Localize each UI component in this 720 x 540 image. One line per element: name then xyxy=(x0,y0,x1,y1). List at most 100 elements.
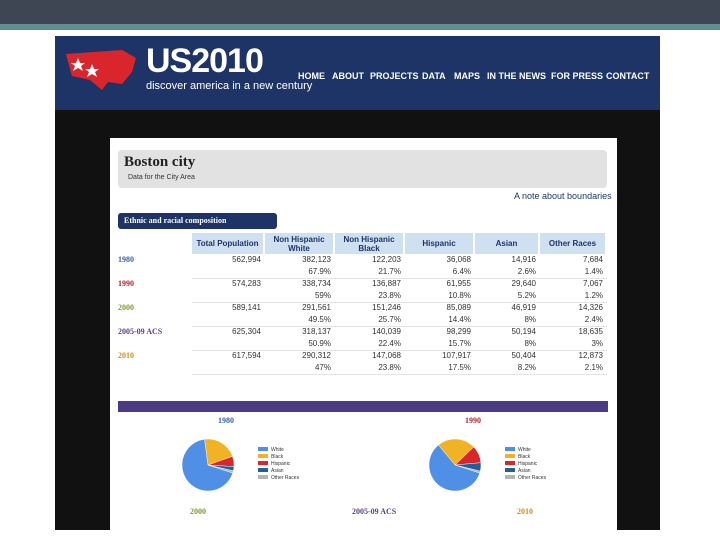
nav-item[interactable]: FOR PRESS xyxy=(551,71,604,81)
legend-swatch xyxy=(258,447,268,451)
legend-label: Hispanic xyxy=(271,461,291,467)
row-rule xyxy=(192,350,607,351)
legend-label: Black xyxy=(271,454,284,460)
column-header: Hispanic xyxy=(405,233,473,254)
page-title: Boston city xyxy=(124,154,196,170)
note-link[interactable]: A note about boundaries xyxy=(514,191,612,201)
percent: 6.4% xyxy=(452,267,471,276)
percent: 23.8% xyxy=(378,363,401,372)
pie-slice xyxy=(207,464,234,474)
page-subtitle: Data for the City Area xyxy=(128,174,195,181)
row-rule xyxy=(192,374,607,375)
nav-item[interactable]: IN THE NEWS xyxy=(487,71,547,81)
count: 140,039 xyxy=(372,327,401,336)
legend-swatch xyxy=(258,468,268,472)
nav-item[interactable]: PROJECTS xyxy=(370,71,419,81)
count: 291,561 xyxy=(302,303,331,312)
percent: 50.9% xyxy=(308,339,331,348)
pie-slice xyxy=(428,444,480,492)
percent: 3% xyxy=(591,339,603,348)
nav-item[interactable]: HOME xyxy=(298,71,325,81)
percent: 5.2% xyxy=(517,291,536,300)
count: 98,299 xyxy=(446,327,471,336)
row-label: 1980 xyxy=(118,255,134,264)
legend-swatch xyxy=(505,461,515,465)
count: 7,684 xyxy=(582,255,603,264)
site-header xyxy=(55,36,660,110)
percent: 22.4% xyxy=(378,339,401,348)
count: 151,246 xyxy=(372,303,401,312)
nav-item[interactable]: DATA xyxy=(422,71,446,81)
legend-label: Other Races xyxy=(271,475,300,481)
legend-swatch xyxy=(258,475,268,479)
column-header: Other Races xyxy=(540,233,605,254)
legend-label: White xyxy=(518,447,531,453)
count: 85,089 xyxy=(446,303,471,312)
legend-swatch xyxy=(258,454,268,458)
nav-item[interactable]: MAPS xyxy=(454,71,481,81)
legend-swatch xyxy=(505,454,515,458)
count: 14,916 xyxy=(511,255,536,264)
tagline: discover america in a new century xyxy=(146,80,313,92)
total-population: 617,594 xyxy=(232,351,261,360)
row-label: 2005-09 ACS xyxy=(118,327,163,336)
percent: 2.1% xyxy=(584,363,603,372)
percent: 15.7% xyxy=(448,339,471,348)
accent-stripe xyxy=(0,24,720,30)
percent: 10.8% xyxy=(448,291,471,300)
percent: 25.7% xyxy=(378,315,401,324)
percent: 23.8% xyxy=(378,291,401,300)
percent: 8.2% xyxy=(517,363,536,372)
percent: 2.6% xyxy=(517,267,536,276)
count: 136,887 xyxy=(372,279,401,288)
count: 338,734 xyxy=(302,279,331,288)
percent: 2.4% xyxy=(584,315,603,324)
percent: 67.9% xyxy=(308,267,331,276)
count: 382,123 xyxy=(302,255,331,264)
pie-title: 1980 xyxy=(218,416,234,425)
count: 318,137 xyxy=(302,327,331,336)
divider-band xyxy=(118,401,608,412)
section-label: Ethnic and racial composition xyxy=(118,213,277,229)
legend-label: Asian xyxy=(271,468,284,474)
nav-item[interactable]: ABOUT xyxy=(332,71,364,81)
percent: 21.7% xyxy=(378,267,401,276)
count: 46,919 xyxy=(511,303,536,312)
percent: 14.4% xyxy=(448,315,471,324)
count: 50,404 xyxy=(511,351,536,360)
count: 122,203 xyxy=(372,255,401,264)
percent: 49.5% xyxy=(308,315,331,324)
chart-title: 2010 xyxy=(517,507,533,516)
row-rule xyxy=(192,302,607,303)
legend-swatch xyxy=(505,468,515,472)
count: 147,068 xyxy=(372,351,401,360)
percent: 59% xyxy=(314,291,331,300)
legend-label: Asian xyxy=(518,468,531,474)
count: 36,068 xyxy=(446,255,471,264)
column-header: Non Hispanic Black xyxy=(335,233,403,254)
top-band xyxy=(0,0,720,24)
total-population: 562,994 xyxy=(232,255,261,264)
row-rule xyxy=(192,278,607,279)
total-population: 574,283 xyxy=(232,279,261,288)
row-label: 2010 xyxy=(118,351,134,360)
pie-title: 1990 xyxy=(465,416,481,425)
legend-label: Black xyxy=(518,454,531,460)
legend-swatch xyxy=(505,447,515,451)
count: 107,917 xyxy=(442,351,471,360)
logo-text: US2010 xyxy=(146,42,264,80)
us-map-logo xyxy=(66,50,136,90)
count: 14,326 xyxy=(578,303,603,312)
row-rule xyxy=(192,326,607,327)
legend-swatch xyxy=(258,461,268,465)
pie-slice xyxy=(181,439,233,492)
chart-title: 2000 xyxy=(190,507,206,516)
nav-item[interactable]: CONTACT xyxy=(606,71,650,81)
percent: 8% xyxy=(524,339,536,348)
percent: 1.2% xyxy=(584,291,603,300)
percent: 17.5% xyxy=(448,363,471,372)
percent: 47% xyxy=(314,363,331,372)
count: 50,194 xyxy=(511,327,536,336)
